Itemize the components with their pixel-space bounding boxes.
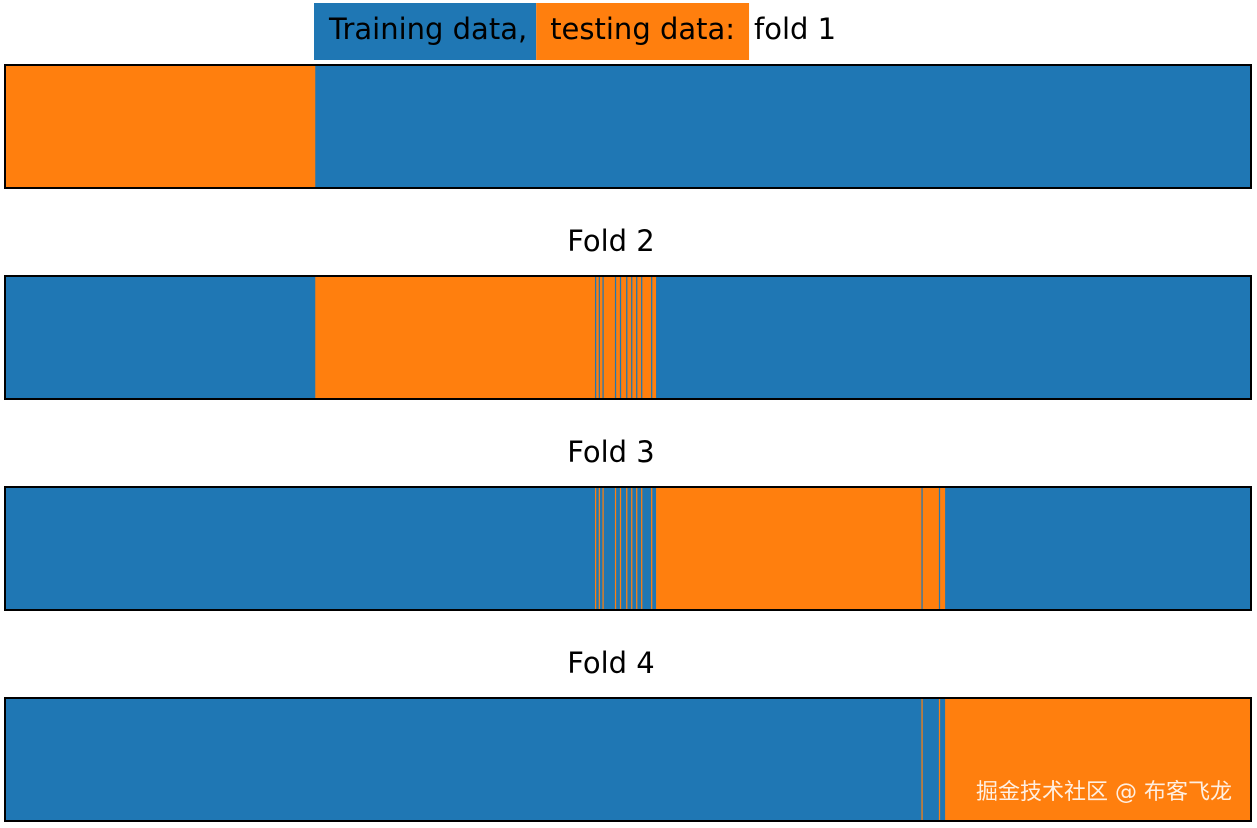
panel-frame — [4, 697, 1252, 822]
fold-3-title: Fold 3 — [567, 435, 655, 469]
testing-segment — [945, 698, 1251, 821]
testing-segment — [922, 487, 939, 610]
testing-segment — [641, 487, 643, 610]
fold-4-title: Fold 4 — [567, 646, 655, 680]
testing-segment — [636, 487, 638, 610]
fold-3-panel — [4, 486, 1252, 611]
panel-frame — [4, 64, 1252, 189]
testing-segment — [603, 276, 615, 399]
title-training-label: Training data, — [328, 12, 527, 46]
panel-frame — [4, 275, 1252, 400]
title-fold-label: fold 1 — [754, 12, 836, 46]
testing-segment — [627, 276, 632, 399]
fold-1-panel — [4, 64, 1252, 189]
title-training-box — [314, 3, 537, 60]
fold-2-title: Fold 2 — [567, 224, 655, 258]
testing-segment — [656, 487, 922, 610]
testing-segment — [621, 276, 627, 399]
testing-segment — [940, 487, 946, 610]
testing-segment — [594, 487, 597, 610]
watermark-text: 掘金技术社区 @ 布客飞龙 — [976, 780, 1232, 805]
testing-segment — [616, 276, 620, 399]
panel-frame — [4, 486, 1252, 611]
testing-segment — [602, 487, 604, 610]
testing-segment — [642, 276, 652, 399]
testing-segment — [938, 698, 941, 821]
testing-segment — [637, 276, 642, 399]
testing-segment — [5, 65, 316, 188]
fold-4-panel — [4, 697, 1252, 822]
testing-segment — [598, 487, 600, 610]
testing-segment — [626, 487, 628, 610]
testing-segment — [619, 487, 622, 610]
testing-segment — [632, 276, 637, 399]
title-testing-box — [536, 3, 750, 60]
testing-segment — [614, 487, 617, 610]
testing-segment — [596, 276, 599, 399]
testing-segment — [652, 276, 657, 399]
testing-segment — [631, 487, 633, 610]
testing-segment — [315, 276, 595, 399]
title-testing-label: testing data: — [550, 12, 735, 46]
testing-segment — [651, 487, 653, 610]
training-region — [5, 487, 1251, 610]
testing-segment — [921, 698, 923, 821]
testing-segment — [599, 276, 603, 399]
chart-title: Training data, testing data: fold 1 — [314, 3, 836, 60]
fold-2-panel — [4, 275, 1252, 400]
